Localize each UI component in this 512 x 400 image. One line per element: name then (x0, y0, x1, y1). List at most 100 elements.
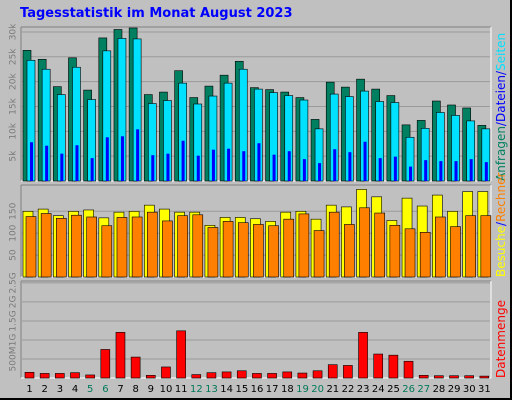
bar-seiten-25 (393, 156, 397, 181)
bar-datenmenge-18 (282, 371, 293, 379)
y-tick-label: 1.5G (9, 310, 19, 331)
x-tick-label: 26 (402, 384, 415, 395)
x-tick-label: 28 (433, 384, 446, 395)
bar-seiten-3 (60, 153, 64, 181)
bar-rechner-20 (313, 230, 325, 278)
axis-label-separator: / (494, 121, 508, 126)
bar-rechner-15 (237, 222, 249, 278)
y-tick-label: 2.5G (9, 272, 19, 293)
bar-seiten-24 (378, 158, 382, 181)
y-tick-label: 2G (9, 296, 19, 309)
x-tick-label: 23 (357, 384, 370, 395)
x-tick-label: 11 (175, 384, 188, 395)
bar-rechner-30 (465, 215, 476, 278)
bar-datenmenge-7 (115, 332, 126, 379)
bar-rechner-2 (40, 213, 52, 278)
bar-seiten-19 (302, 159, 306, 181)
x-tick-label: 15 (235, 384, 248, 395)
x-tick-label: 30 (463, 384, 476, 395)
y-tick-label: 1G (9, 334, 19, 347)
bar-seiten-8 (136, 129, 140, 181)
axis-label-rechner: Rechner (494, 173, 508, 222)
bar-datenmenge-21 (327, 364, 338, 379)
bar-seiten-5 (90, 158, 94, 181)
bar-datenmenge-9 (145, 375, 156, 379)
x-tick-label: 8 (133, 384, 139, 395)
bar-datenmenge-12 (191, 374, 202, 379)
x-tick-label: 27 (417, 384, 430, 395)
bar-datenmenge-14 (221, 371, 232, 379)
bar-rechner-19 (298, 213, 310, 278)
x-tick-label: 31 (478, 384, 491, 395)
bar-rechner-23 (359, 207, 370, 278)
y-tick-label: 30k (8, 23, 18, 40)
bar-rechner-10 (162, 220, 173, 278)
bar-datenmenge-1 (24, 371, 35, 379)
bar-seiten-13 (211, 149, 215, 181)
bar-rechner-18 (283, 218, 295, 278)
bar-seiten-22 (348, 152, 352, 181)
axis-label-datenmenge: Datenmenge (494, 300, 508, 378)
bar-seiten-18 (287, 151, 291, 181)
x-tick-label: 5 (87, 384, 93, 395)
y-tick-label: 5k (9, 150, 19, 162)
axis-label-separator: / (494, 70, 508, 75)
bar-rechner-4 (71, 214, 82, 278)
bar-rechner-26 (404, 228, 416, 278)
bar-datenmenge-10 (161, 366, 171, 379)
bar-datenmenge-23 (358, 332, 368, 379)
bar-datenmenge-28 (434, 375, 444, 379)
x-tick-label: 21 (326, 384, 339, 395)
plot-background (21, 281, 491, 378)
bar-rechner-5 (86, 216, 97, 278)
bar-rechner-3 (56, 217, 67, 278)
axis-label-group-middle: Besuche/Rechner (494, 173, 508, 277)
bar-rechner-7 (116, 217, 128, 278)
bar-seiten-11 (181, 140, 185, 181)
bar-seiten-12 (196, 155, 200, 181)
bar-rechner-8 (131, 216, 143, 278)
bar-datenmenge-15 (236, 370, 247, 379)
bar-datenmenge-25 (388, 354, 399, 379)
x-tick-label: 16 (251, 384, 264, 395)
bar-rechner-12 (192, 214, 204, 278)
y-tick-label: 25k (9, 48, 19, 65)
bar-seiten-20 (318, 163, 322, 181)
bar-rechner-14 (222, 221, 234, 278)
x-tick-label: 7 (117, 384, 123, 395)
bar-datenmenge-8 (130, 356, 141, 379)
bar-datenmenge-5 (85, 374, 95, 379)
bar-datenmenge-17 (267, 373, 277, 379)
bar-datenmenge-31 (479, 375, 490, 379)
x-axis-days: 1 2 3 4 5 6 7 8 9 10 11 12 13 14 15 16 17 18 19 20 21 22 23 24 2… (26, 384, 490, 395)
bar-rechner-22 (344, 224, 355, 278)
bar-seiten-2 (45, 145, 49, 181)
bar-seiten-10 (166, 153, 170, 181)
x-tick-label: 20 (311, 384, 324, 395)
bar-rechner-16 (253, 224, 264, 278)
bar-seiten-29 (454, 161, 458, 181)
chart-title: Tagesstatistik im Monat August 2023 (20, 6, 293, 21)
bar-datenmenge-27 (418, 375, 429, 379)
bar-rechner-11 (177, 215, 188, 278)
x-tick-label: 10 (160, 384, 173, 395)
x-tick-label: 3 (57, 384, 63, 395)
axis-label-seiten: Seiten (494, 33, 508, 71)
bar-seiten-30 (469, 159, 473, 181)
bar-seiten-9 (151, 155, 155, 181)
bar-rechner-13 (207, 227, 219, 278)
bar-rechner-6 (101, 225, 113, 278)
x-tick-label: 29 (448, 384, 461, 395)
bar-datenmenge-22 (343, 365, 353, 379)
bar-seiten-17 (272, 154, 276, 181)
bar-seiten-1 (30, 142, 33, 181)
axis-label-group-top: Anfragen/Dateien/Seiten (494, 33, 508, 181)
bar-datenmenge-11 (176, 330, 186, 379)
bar-datenmenge-3 (55, 373, 65, 379)
x-tick-label: 12 (190, 384, 203, 395)
bar-rechner-25 (389, 225, 401, 278)
x-tick-label: 2 (42, 384, 48, 395)
